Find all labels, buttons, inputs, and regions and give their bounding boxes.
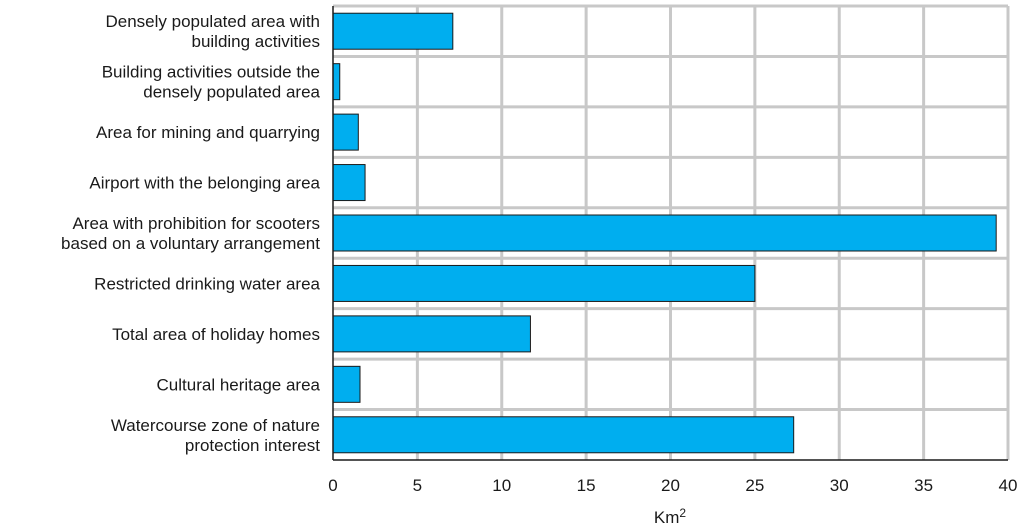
category-label-8: Watercourse zone of nature protection int… [111,416,320,455]
bar-4 [332,214,997,252]
category-label-1-line-1: densely populated area [143,83,320,102]
bar-7 [332,365,361,403]
category-label-6-line-0: Total area of holiday homes [112,325,320,344]
category-label-0-line-1: building activities [191,32,320,51]
x-tick-label-6: 30 [830,476,849,495]
category-label-5-line-0: Restricted drinking water area [94,274,320,293]
category-label-6: Total area of holiday homes [112,325,320,344]
category-label-5: Restricted drinking water area [94,274,320,293]
x-axis-label-superscript: 2 [679,506,686,520]
x-tick-label-7: 35 [914,476,933,495]
category-label-4-line-0: Area with prohibition for scooters [72,214,320,233]
x-tick-label-5: 25 [745,476,764,495]
category-label-8-line-1: protection interest [185,436,320,455]
category-label-8-line-0: Watercourse zone of nature [111,416,320,435]
category-label-7: Cultural heritage area [157,375,321,394]
x-tick-label-4: 20 [661,476,680,495]
bar-8 [332,416,795,454]
category-label-2: Area for mining and quarrying [96,123,320,142]
category-label-7-line-0: Cultural heritage area [157,375,321,394]
x-tick-label-8: 40 [999,476,1018,495]
x-tick-label-2: 10 [492,476,511,495]
category-label-4-line-1: based on a voluntary arrangement [61,234,320,253]
x-tick-label-3: 15 [577,476,596,495]
category-label-0-line-0: Densely populated area with [105,12,320,31]
category-label-1-line-0: Building activities outside the [102,63,320,82]
bar-2 [332,113,359,151]
bar-5 [332,264,756,302]
x-tick-label-1: 5 [413,476,422,495]
category-label-3: Airport with the belonging area [89,174,320,193]
bar-6 [332,315,531,353]
category-label-4: Area with prohibition for scooters based … [61,214,320,253]
x-axis-label-base: Km [654,508,680,527]
x-axis-label: Km2 [654,506,687,527]
bar-1 [332,63,341,101]
category-label-3-line-0: Airport with the belonging area [89,174,320,193]
category-label-1: Building activities outside the densely p… [102,63,321,102]
category-label-0: Densely populated area with building acti… [105,12,320,51]
category-label-2-line-0: Area for mining and quarrying [96,123,320,142]
bar-0 [332,12,454,50]
bar-3 [332,164,366,202]
x-tick-label-0: 0 [328,476,337,495]
